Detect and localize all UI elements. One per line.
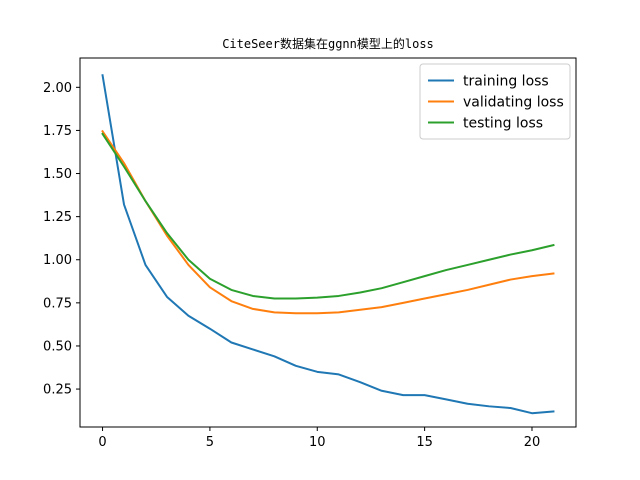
- y-tick-label: 0.25: [43, 383, 72, 398]
- y-tick-label: 0.75: [43, 296, 72, 311]
- y-tick-label: 1.00: [43, 253, 72, 268]
- y-tick-label: 2.00: [43, 81, 72, 96]
- plot-frame: [79, 57, 577, 428]
- x-tick-label: 20: [524, 435, 541, 450]
- y-tick-label: 0.50: [43, 339, 72, 354]
- x-axis: 0 5 10 15 20: [98, 427, 540, 450]
- y-axis: 0.25 0.50 0.75 1.00 1.25 1.50 1.75 2.00: [43, 81, 80, 398]
- y-tick-label: 1.50: [43, 167, 72, 182]
- legend: training loss validating loss testing loss: [419, 63, 571, 140]
- series-line-training-loss: [101, 74, 555, 415]
- x-tick-label: 10: [309, 435, 326, 450]
- x-tick-label: 15: [416, 435, 433, 450]
- legend-label: testing loss: [463, 116, 543, 132]
- legend-label: training loss: [463, 74, 549, 90]
- chart-title: CiteSeer数据集在ggnn模型上的loss: [222, 36, 434, 51]
- y-tick-label: 1.75: [43, 124, 72, 139]
- series-line-validating-loss: [101, 129, 555, 315]
- y-tick-label: 1.25: [43, 210, 72, 225]
- series-layer: [101, 74, 555, 415]
- x-tick-label: 0: [98, 435, 106, 450]
- series-line-testing-loss: [101, 132, 555, 300]
- x-tick-label: 5: [206, 435, 214, 450]
- legend-box: [419, 63, 571, 140]
- legend-label: validating loss: [463, 95, 564, 111]
